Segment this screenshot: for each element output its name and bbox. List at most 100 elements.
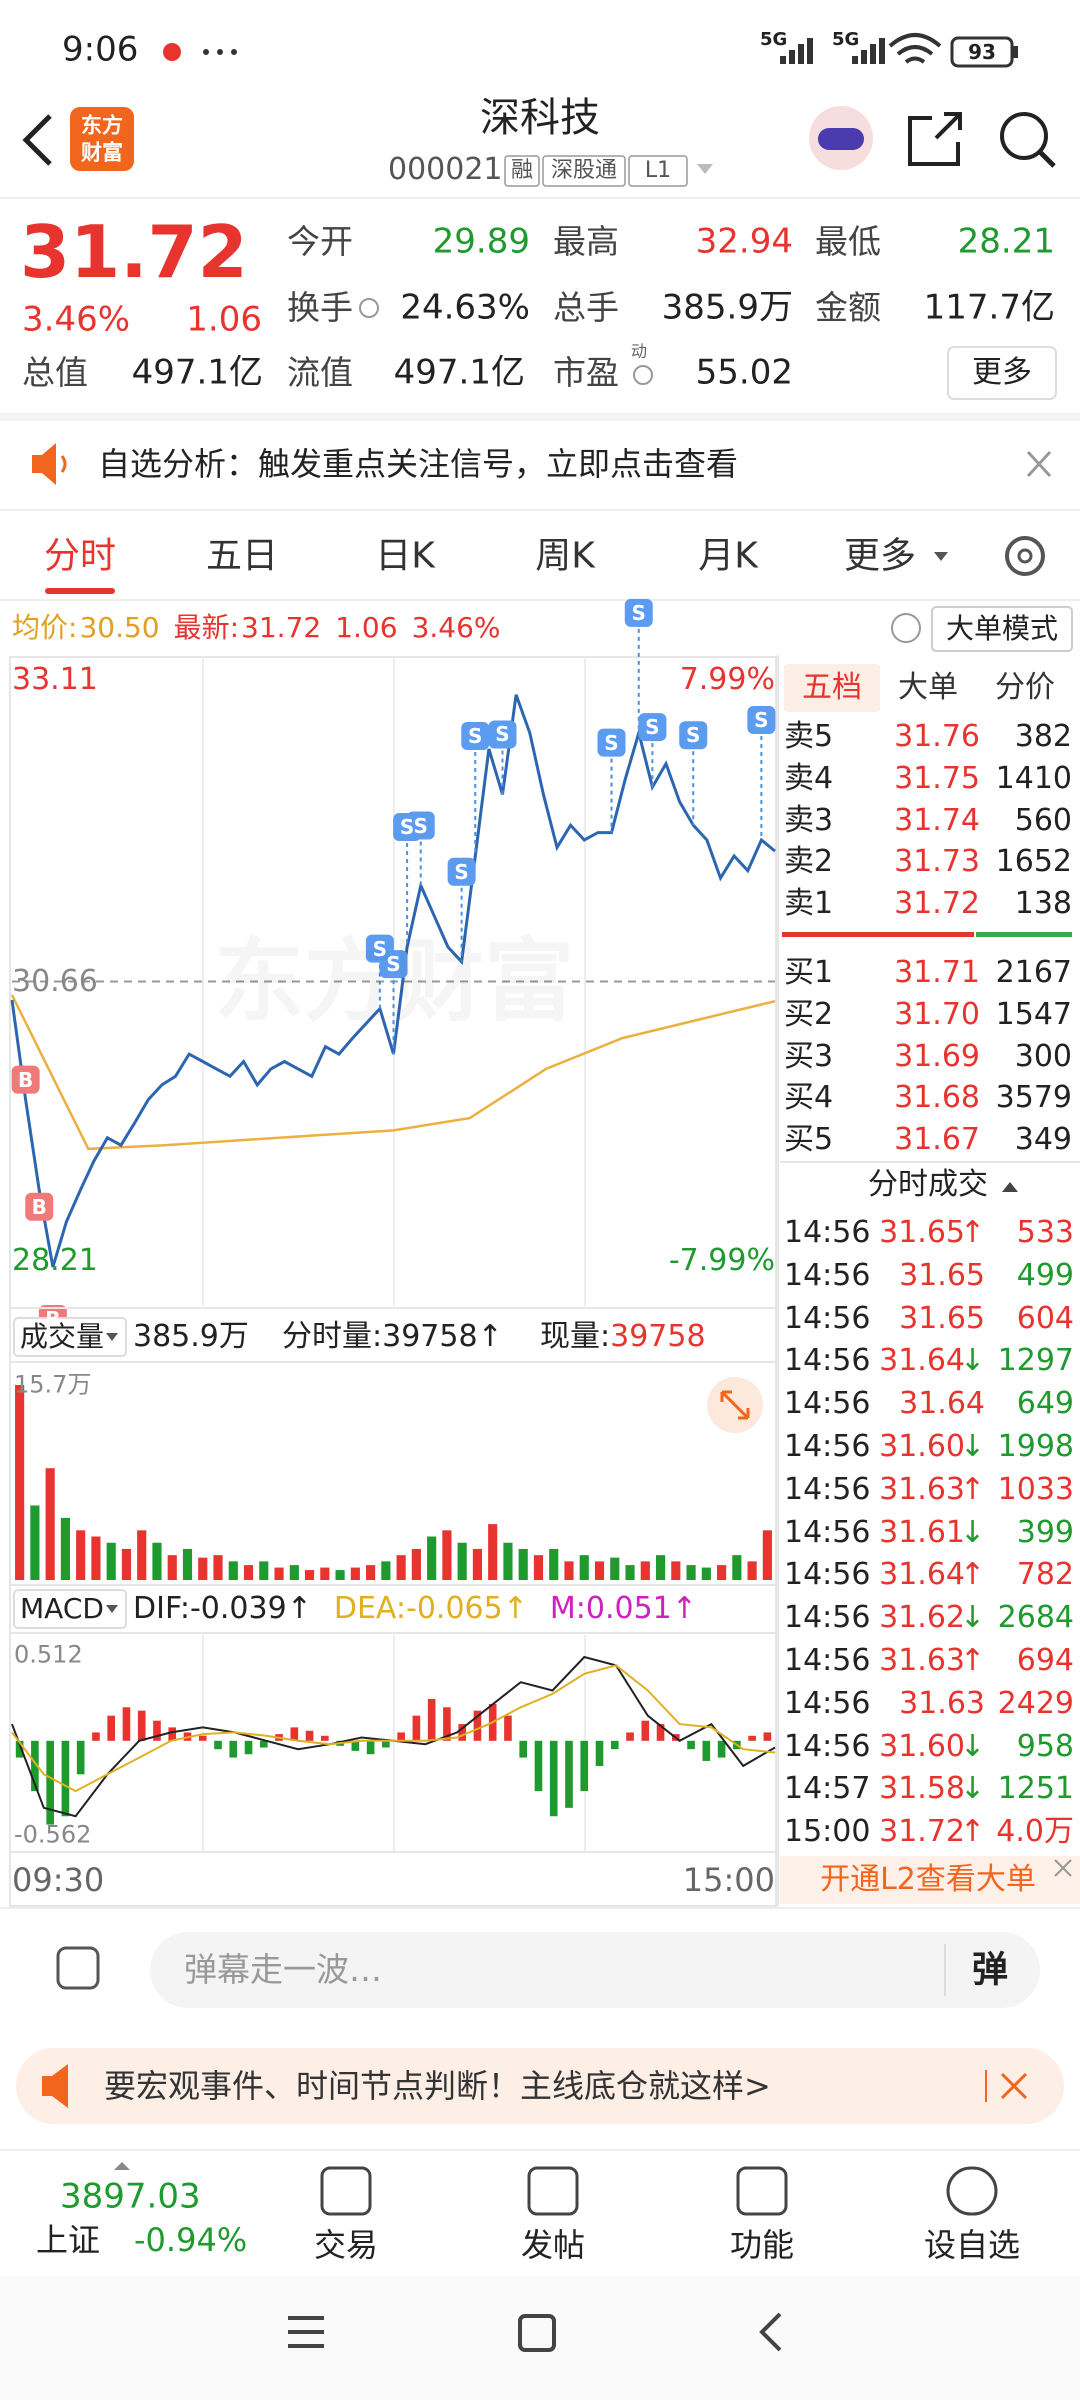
trade-marker [679,721,708,750]
assistant-face [818,128,864,150]
change-pct: 3.46% [22,299,131,340]
panel-tab[interactable]: 五档 [802,670,862,705]
trade-marker [747,705,776,734]
logo-text: 东方 [81,113,123,138]
network-type: 5G [832,29,860,51]
index-value[interactable]: 3897.03 [60,2176,201,2217]
ad-text[interactable]: 要宏观事件、时间节点判断！主线底仓就这样> [104,2066,771,2105]
trade-time: 14:56 [784,1300,871,1336]
nav-icon[interactable] [320,2166,372,2216]
trade-volume: 604 [1016,1300,1074,1336]
field-label: 最高 [553,222,619,262]
nav-icon[interactable] [527,2166,579,2216]
tab[interactable]: 月K [698,535,758,577]
nav-item[interactable]: 设自选 [923,2225,1021,2264]
info-text: 1.06 [335,611,398,645]
trade-price: 31.64 [879,1557,965,1593]
macd-bar [443,1707,451,1741]
more-button-text[interactable]: 更多 [972,355,1032,390]
y-tick-label: 33.11 [12,662,98,697]
comment-input[interactable] [150,1932,1040,2008]
nav-icon[interactable] [946,2166,998,2216]
trade-marker [11,1065,40,1094]
field-value: 385.9万 [661,287,793,328]
macd-bar [580,1740,589,1792]
tab[interactable]: 五日 [205,535,279,577]
macd-bar [641,1720,650,1741]
volume-bar [533,1555,544,1580]
book-level: 买3 [784,1038,834,1074]
nav-item[interactable]: 发帖 [520,2225,586,2264]
book-volume: 1410 [995,760,1072,796]
trade-time: 14:56 [784,1514,871,1550]
dropdown[interactable] [697,164,713,174]
macd-bar [748,1735,756,1741]
speaker-icon [32,443,56,485]
volume-bar [549,1548,559,1580]
book-volume: 300 [1014,1038,1072,1074]
home-icon[interactable] [518,2314,556,2352]
trade-price: 31.64 [879,1343,965,1379]
ad-banner[interactable] [16,2048,1064,2124]
volume-bar [457,1542,467,1580]
tab[interactable]: 更多 [843,535,917,577]
volume-bar [594,1561,605,1580]
tab[interactable]: 分时 [43,535,117,577]
back-button[interactable] [22,114,52,166]
more-button[interactable] [947,346,1057,400]
l2-promo[interactable]: 开通L2查看大单 [820,1862,1036,1897]
share-icon[interactable] [908,112,962,166]
book-level: 买2 [784,996,834,1032]
macd-value: DEA: [333,1591,407,1626]
danmaku-button[interactable]: 弹 [971,1949,1009,1991]
volume-bar [45,1468,55,1580]
mode-button[interactable] [931,606,1073,652]
book-volume: 1652 [995,844,1072,880]
volume-bar [182,1548,193,1580]
volume-bar [15,1385,25,1580]
info-text: 31.72 [241,611,322,645]
macd-bar [15,1740,24,1758]
macd-bar [702,1740,711,1761]
nav-icon[interactable] [736,2166,788,2216]
trade-volume: 1297 [997,1343,1074,1379]
selector-box[interactable] [13,1317,127,1357]
trade-time: 14:56 [784,1343,871,1379]
index-change: -0.94% [134,2220,248,2259]
l2-bar[interactable] [780,1856,1080,1904]
panel-tab[interactable]: 大单 [898,670,958,705]
field-value: 497.1亿 [131,352,263,393]
tag-box [628,155,688,187]
panel-tab[interactable]: 分价 [995,670,1055,705]
trade-marker-label: B [45,1307,61,1331]
settings-hub [1017,548,1033,564]
dropdown [106,1605,118,1613]
tab[interactable]: 周K [535,535,595,577]
nav-item[interactable]: 交易 [313,2225,379,2264]
macd-bar [519,1740,528,1758]
tab[interactable]: 日K [375,535,435,577]
nav-item[interactable]: 功能 [729,2225,795,2264]
clock: 9:06 [62,29,139,70]
index-arrow [114,2162,130,2170]
trade-time: 14:56 [784,1685,871,1721]
stock-code: 000021 [388,152,503,187]
trade-price: 31.72 [879,1814,965,1850]
banner-text[interactable]: 自选分析：触发重点关注信号，立即点击查看 [98,444,739,483]
back-icon[interactable] [759,2312,782,2352]
book-price: 31.71 [894,955,980,990]
settings-icon[interactable] [1005,536,1045,576]
comment-placeholder[interactable]: 弹幕走一波… [184,1950,382,1990]
comment-icon[interactable] [56,1946,100,1990]
mode-button-text[interactable]: 大单模式 [945,612,1059,646]
trade-direction: ↑ [959,1557,985,1593]
field-label: 最低 [815,222,881,262]
selector-box[interactable] [13,1589,127,1629]
volume-bar [747,1561,757,1580]
search-icon[interactable] [1000,112,1048,160]
collapse-arrow [1002,1182,1018,1192]
book-price: 31.70 [894,996,980,1032]
macd-value: DIF: [133,1591,190,1626]
trade-direction: ↓ [959,1728,985,1764]
trade-marker-label: S [604,730,619,755]
